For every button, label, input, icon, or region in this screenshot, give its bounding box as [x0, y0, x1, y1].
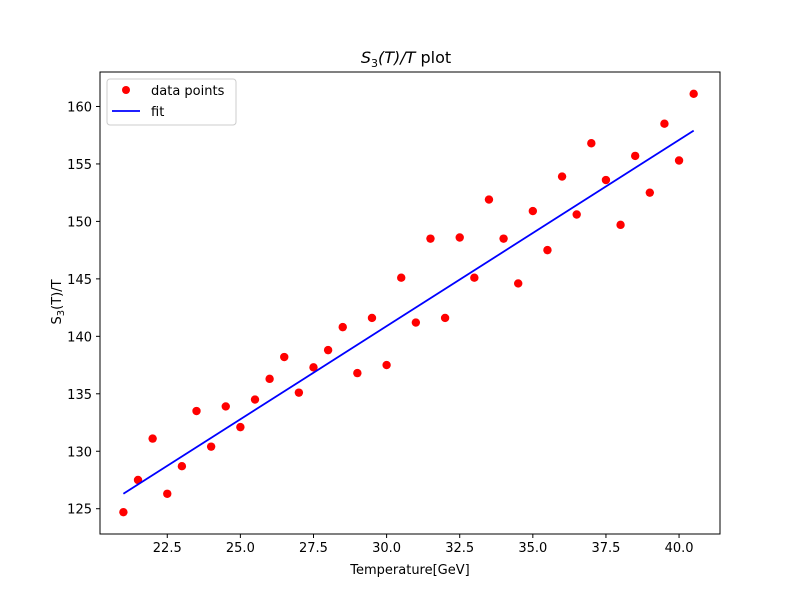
data-point — [338, 322, 347, 332]
data-point — [616, 220, 625, 230]
data-point — [689, 89, 698, 99]
x-tick-label: 35.0 — [518, 541, 547, 556]
data-point — [280, 352, 289, 362]
data-point — [557, 172, 567, 181]
data-point — [572, 210, 581, 219]
data-point — [470, 273, 479, 282]
data-point — [426, 234, 435, 243]
y-tick-label: 135 — [67, 388, 92, 403]
data-point — [309, 363, 318, 372]
legend: data points fit — [106, 78, 237, 126]
data-point — [645, 188, 655, 197]
data-point — [514, 279, 523, 288]
data-point — [587, 139, 596, 148]
x-tick-label: 32.5 — [445, 541, 474, 556]
data-point — [177, 461, 187, 471]
data-point — [294, 388, 304, 397]
data-point — [660, 119, 669, 128]
title-s: S — [361, 48, 371, 67]
chart-title: S3(T)/T plot — [361, 48, 451, 70]
plot-frame — [99, 71, 721, 535]
data-point — [148, 434, 157, 443]
data-point — [163, 489, 172, 498]
data-point — [265, 374, 274, 384]
x-tick-label: 22.5 — [153, 541, 182, 556]
x-axis-label: Temperature[GeV] — [349, 563, 469, 578]
data-point — [353, 368, 362, 378]
data-point — [455, 233, 464, 242]
ylabel-sub: 3 — [56, 310, 67, 316]
data-point — [499, 234, 508, 243]
y-tick-label: 140 — [67, 330, 92, 345]
data-point — [236, 422, 245, 432]
data-point — [484, 195, 494, 204]
y-tick-label: 155 — [67, 158, 92, 173]
data-point — [543, 245, 552, 255]
data-point — [528, 206, 538, 216]
fit-line — [122, 129, 695, 495]
data-point — [601, 175, 611, 185]
title-suffix: plot — [415, 48, 451, 67]
data-point — [119, 507, 128, 517]
y-axis-label: S3(T)/T — [50, 279, 67, 324]
data-point — [367, 313, 377, 323]
ylabel-s: S — [50, 316, 65, 324]
x-tick-label: 25.0 — [226, 541, 255, 556]
axes: 22.5 25.0 27.5 30.0 32.5 35.0 37.5 40.0 125 130 13… — [67, 71, 721, 556]
ylabel-rest: (T)/T — [50, 279, 65, 309]
data-point — [250, 395, 260, 404]
data-point — [192, 406, 201, 416]
data-point — [206, 442, 216, 451]
legend-label-fit: fit — [151, 105, 164, 120]
y-tick-label: 150 — [67, 215, 92, 230]
y-tick-label: 130 — [67, 445, 92, 460]
title-rest: (T)/T — [378, 48, 417, 67]
legend-box — [106, 78, 237, 126]
y-tick-label: 145 — [67, 273, 92, 288]
y-tick-label: 160 — [67, 100, 92, 115]
data-point — [630, 151, 640, 161]
data-point — [411, 318, 421, 327]
data-point — [221, 402, 230, 411]
x-tick-label: 27.5 — [299, 541, 328, 556]
plot-area — [119, 89, 698, 517]
data-point — [323, 345, 333, 355]
data-point — [382, 360, 391, 370]
x-tick-label: 30.0 — [372, 541, 401, 556]
legend-label-data-points: data points — [151, 84, 225, 99]
title-sub: 3 — [371, 57, 378, 70]
y-tick-label: 125 — [67, 503, 92, 518]
data-point — [397, 273, 406, 282]
data-point — [674, 156, 684, 165]
x-tick-label: 40.0 — [665, 541, 694, 556]
legend-marker-data-points — [122, 86, 130, 94]
x-tick-label: 37.5 — [591, 541, 620, 556]
data-point — [440, 313, 450, 323]
